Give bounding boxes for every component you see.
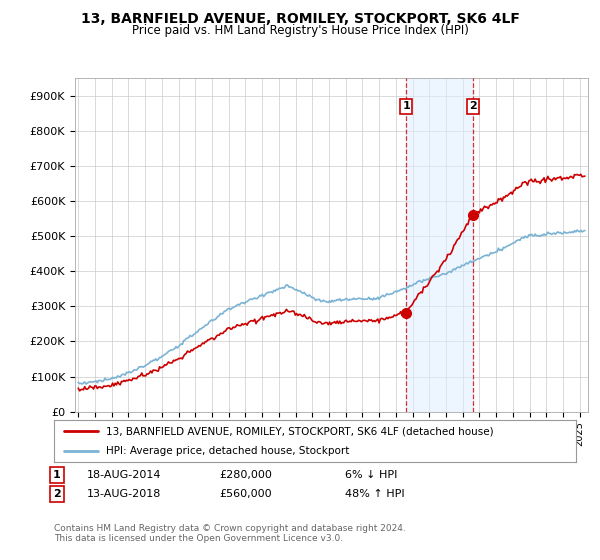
- Bar: [406, 78, 473, 412]
- Text: 13-AUG-2018: 13-AUG-2018: [87, 489, 161, 499]
- Text: 2: 2: [469, 101, 477, 111]
- Text: 6% ↓ HPI: 6% ↓ HPI: [345, 470, 397, 480]
- Text: 1: 1: [403, 101, 410, 111]
- Text: Contains HM Land Registry data © Crown copyright and database right 2024.
This d: Contains HM Land Registry data © Crown c…: [54, 524, 406, 543]
- Text: 2: 2: [53, 489, 61, 499]
- Text: 13, BARNFIELD AVENUE, ROMILEY, STOCKPORT, SK6 4LF: 13, BARNFIELD AVENUE, ROMILEY, STOCKPORT…: [80, 12, 520, 26]
- Text: 1: 1: [53, 470, 61, 480]
- Text: £280,000: £280,000: [219, 470, 272, 480]
- Text: 18-AUG-2014: 18-AUG-2014: [87, 470, 161, 480]
- Text: 13, BARNFIELD AVENUE, ROMILEY, STOCKPORT, SK6 4LF (detached house): 13, BARNFIELD AVENUE, ROMILEY, STOCKPORT…: [106, 426, 494, 436]
- Text: £560,000: £560,000: [219, 489, 272, 499]
- Text: Price paid vs. HM Land Registry's House Price Index (HPI): Price paid vs. HM Land Registry's House …: [131, 24, 469, 36]
- Text: 48% ↑ HPI: 48% ↑ HPI: [345, 489, 404, 499]
- Text: HPI: Average price, detached house, Stockport: HPI: Average price, detached house, Stoc…: [106, 446, 350, 456]
